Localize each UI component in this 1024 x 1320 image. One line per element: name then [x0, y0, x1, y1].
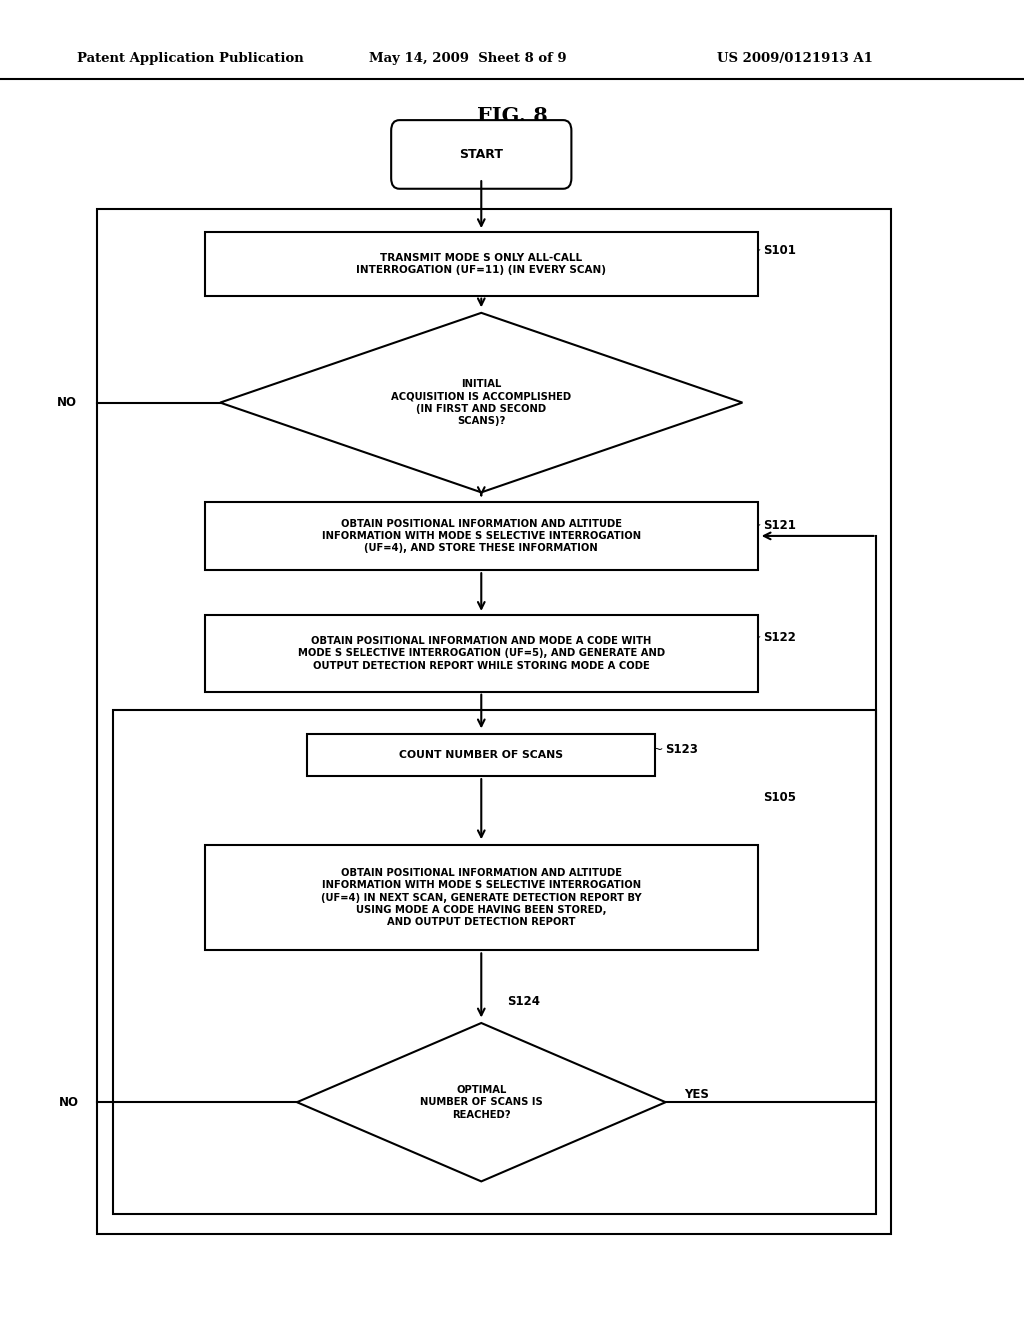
Text: FIG. 8: FIG. 8 — [476, 106, 548, 127]
Text: S121: S121 — [763, 519, 796, 532]
Text: May 14, 2009  Sheet 8 of 9: May 14, 2009 Sheet 8 of 9 — [369, 51, 566, 65]
Text: S101: S101 — [763, 244, 796, 257]
Bar — [307, 734, 655, 776]
Text: NO: NO — [58, 1096, 79, 1109]
Text: OPTIMAL
NUMBER OF SCANS IS
REACHED?: OPTIMAL NUMBER OF SCANS IS REACHED? — [420, 1085, 543, 1119]
Text: OBTAIN POSITIONAL INFORMATION AND MODE A CODE WITH
MODE S SELECTIVE INTERROGATIO: OBTAIN POSITIONAL INFORMATION AND MODE A… — [298, 636, 665, 671]
Bar — [205, 845, 758, 950]
FancyBboxPatch shape — [391, 120, 571, 189]
Text: INITIAL
ACQUISITION IS ACCOMPLISHED
(IN FIRST AND SECOND
SCANS)?: INITIAL ACQUISITION IS ACCOMPLISHED (IN … — [391, 379, 571, 426]
Text: ~: ~ — [751, 631, 761, 644]
Text: START: START — [460, 148, 503, 161]
Bar — [113, 710, 876, 1214]
Text: S124: S124 — [507, 995, 540, 1008]
Text: ~: ~ — [751, 244, 761, 257]
Text: COUNT NUMBER OF SCANS: COUNT NUMBER OF SCANS — [399, 750, 563, 760]
Text: TRANSMIT MODE S ONLY ALL-CALL
INTERROGATION (UF=11) (IN EVERY SCAN): TRANSMIT MODE S ONLY ALL-CALL INTERROGAT… — [356, 253, 606, 275]
Bar — [97, 209, 891, 1234]
Text: US 2009/0121913 A1: US 2009/0121913 A1 — [717, 51, 872, 65]
Bar — [205, 232, 758, 296]
Text: YES: YES — [415, 510, 439, 523]
Text: S105: S105 — [763, 791, 796, 804]
Text: ~: ~ — [653, 743, 664, 756]
Bar — [205, 502, 758, 570]
Text: OBTAIN POSITIONAL INFORMATION AND ALTITUDE
INFORMATION WITH MODE S SELECTIVE INT: OBTAIN POSITIONAL INFORMATION AND ALTITU… — [321, 867, 642, 928]
Text: YES: YES — [684, 1088, 709, 1101]
Text: OBTAIN POSITIONAL INFORMATION AND ALTITUDE
INFORMATION WITH MODE S SELECTIVE INT: OBTAIN POSITIONAL INFORMATION AND ALTITU… — [322, 519, 641, 553]
Polygon shape — [297, 1023, 666, 1181]
Text: ~: ~ — [751, 519, 761, 532]
Text: S102: S102 — [538, 285, 570, 298]
Text: S123: S123 — [666, 743, 698, 756]
Text: Patent Application Publication: Patent Application Publication — [77, 51, 303, 65]
Text: NO: NO — [56, 396, 77, 409]
Bar — [205, 615, 758, 692]
Text: S122: S122 — [763, 631, 796, 644]
Polygon shape — [220, 313, 742, 492]
